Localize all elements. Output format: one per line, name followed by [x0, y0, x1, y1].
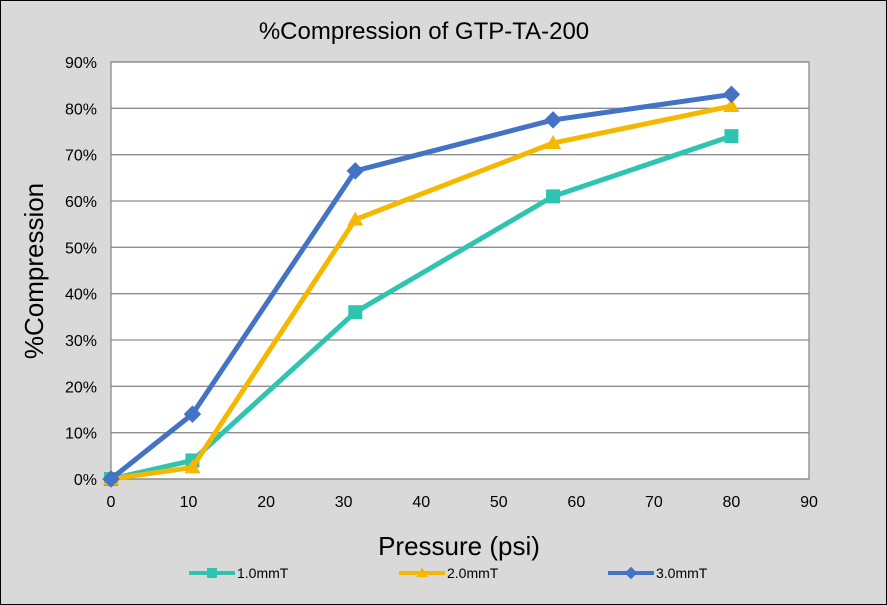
data-point — [347, 211, 364, 226]
data-point — [346, 162, 365, 180]
y-tick-label: 80% — [65, 101, 97, 118]
x-axis-title: Pressure (psi) — [378, 531, 540, 561]
x-axis-ticks: 0 10 20 30 40 50 60 70 80 90 — [107, 494, 818, 511]
legend-item: 1.0mmT — [189, 565, 289, 581]
data-point — [207, 568, 217, 578]
y-tick-label: 70% — [65, 148, 97, 165]
data-point — [184, 459, 201, 474]
y-tick-label: 50% — [65, 240, 97, 257]
data-point — [722, 85, 741, 104]
x-tick-label: 20 — [257, 494, 275, 511]
plot-area — [111, 62, 809, 479]
x-tick-label: 80 — [723, 494, 741, 511]
x-tick-label: 40 — [412, 494, 430, 511]
x-tick-label: 70 — [645, 494, 663, 511]
y-axis-ticks: 0% 10% 20% 30% 40% 50% 60% 70% 80% 90% — [65, 55, 97, 489]
y-tick-label: 40% — [65, 287, 97, 304]
series-3 — [102, 85, 741, 488]
data-point — [545, 135, 562, 150]
data-point — [546, 189, 561, 204]
gridlines — [110, 61, 810, 480]
series-lines — [102, 85, 741, 488]
y-axis-title: %Compression — [19, 183, 49, 359]
legend-label: 1.0mmT — [237, 565, 289, 581]
data-point — [624, 566, 638, 580]
legend: 1.0mmT 2.0mmT 3.0mmT — [189, 565, 708, 581]
x-tick-label: 0 — [107, 494, 116, 511]
data-point — [183, 405, 202, 423]
y-tick-label: 20% — [65, 379, 97, 396]
legend-label: 3.0mmT — [656, 565, 708, 581]
y-tick-label: 60% — [65, 194, 97, 211]
x-tick-label: 30 — [335, 494, 353, 511]
legend-item: 2.0mmT — [399, 565, 499, 581]
chart-title: %Compression of GTP-TA-200 — [259, 18, 589, 45]
y-tick-label: 10% — [65, 426, 97, 443]
data-point — [724, 129, 739, 144]
x-tick-label: 60 — [567, 494, 585, 511]
legend-item: 3.0mmT — [608, 565, 708, 581]
y-tick-label: 30% — [65, 333, 97, 350]
data-point — [348, 305, 363, 320]
legend-label: 2.0mmT — [447, 565, 499, 581]
data-point — [102, 470, 120, 488]
data-point — [723, 97, 740, 112]
x-tick-label: 90 — [800, 494, 818, 511]
x-tick-label: 10 — [180, 494, 198, 511]
x-tick-label: 50 — [490, 494, 508, 511]
data-point — [544, 111, 562, 129]
y-tick-label: 90% — [65, 55, 97, 72]
y-tick-label: 0% — [74, 472, 97, 489]
plot-border — [110, 61, 810, 480]
data-point — [416, 567, 428, 578]
